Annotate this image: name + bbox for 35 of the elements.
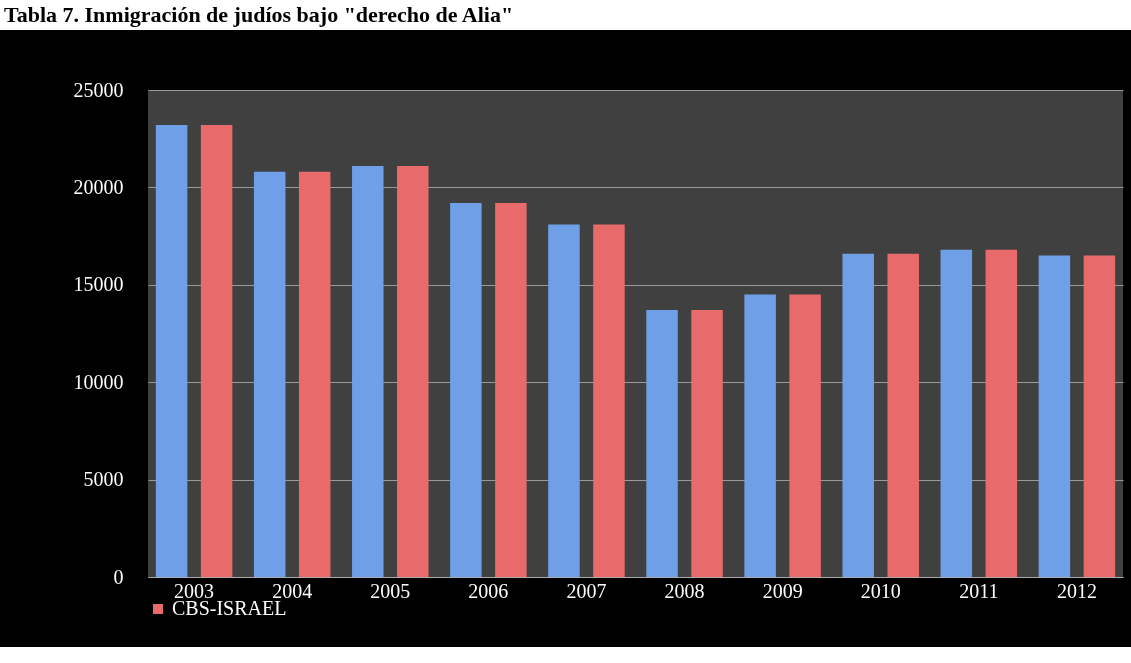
- bar: [397, 165, 429, 577]
- bar: [253, 171, 286, 577]
- bar: [887, 253, 919, 577]
- y-tick-label: 5000: [83, 468, 124, 491]
- bar: [593, 224, 625, 577]
- y-tick-label: 10000: [73, 370, 124, 393]
- bar: [691, 310, 723, 577]
- bar: [298, 171, 331, 577]
- x-tick-label: 2009: [762, 579, 803, 602]
- x-tick-label: 2011: [959, 579, 999, 602]
- x-tick-label: 2010: [860, 579, 901, 602]
- y-tick-label: 0: [113, 565, 124, 588]
- bar: [352, 165, 384, 577]
- bar: [789, 294, 821, 577]
- bar: [450, 202, 482, 577]
- bar: [495, 202, 527, 577]
- y-tick-label: 15000: [73, 273, 124, 296]
- x-tick-label: 2005: [370, 579, 411, 602]
- bar: [155, 125, 188, 577]
- x-tick-label: 2012: [1056, 579, 1097, 602]
- y-tick-label: 20000: [73, 175, 124, 198]
- bar: [1083, 255, 1116, 577]
- bar: [985, 249, 1018, 577]
- x-tick-label: 2007: [566, 579, 607, 602]
- y-tick-label: 25000: [73, 78, 124, 101]
- bar: [548, 224, 580, 577]
- chart-title: Tabla 7. Inmigración de judíos bajo "derecho de Alia": [3, 1, 515, 29]
- x-tick-label: 2008: [664, 579, 705, 602]
- bar: [1038, 255, 1071, 577]
- x-tick-label: 2006: [468, 579, 509, 602]
- bar: [200, 125, 233, 577]
- bar: [842, 253, 874, 577]
- bar: [646, 310, 678, 577]
- bar: [744, 294, 776, 577]
- bar: [940, 249, 973, 577]
